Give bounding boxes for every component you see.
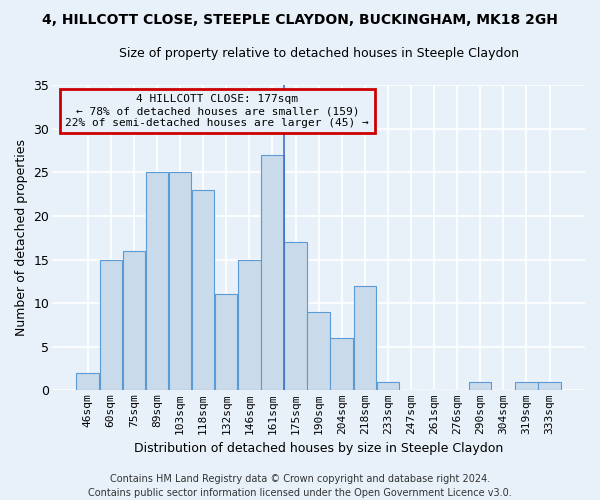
Bar bbox=[331, 338, 353, 390]
Bar bbox=[169, 172, 191, 390]
Bar bbox=[261, 155, 284, 390]
Text: Contains HM Land Registry data © Crown copyright and database right 2024.
Contai: Contains HM Land Registry data © Crown c… bbox=[88, 474, 512, 498]
Bar bbox=[353, 286, 376, 391]
Bar bbox=[122, 251, 145, 390]
Bar bbox=[238, 260, 260, 390]
Title: Size of property relative to detached houses in Steeple Claydon: Size of property relative to detached ho… bbox=[119, 48, 518, 60]
Bar bbox=[146, 172, 168, 390]
Bar bbox=[192, 190, 214, 390]
Y-axis label: Number of detached properties: Number of detached properties bbox=[15, 140, 28, 336]
Bar bbox=[215, 294, 238, 390]
Bar bbox=[76, 373, 99, 390]
Bar bbox=[307, 312, 330, 390]
Bar bbox=[284, 242, 307, 390]
X-axis label: Distribution of detached houses by size in Steeple Claydon: Distribution of detached houses by size … bbox=[134, 442, 503, 455]
Bar bbox=[100, 260, 122, 390]
Text: 4, HILLCOTT CLOSE, STEEPLE CLAYDON, BUCKINGHAM, MK18 2GH: 4, HILLCOTT CLOSE, STEEPLE CLAYDON, BUCK… bbox=[42, 12, 558, 26]
Bar bbox=[538, 382, 561, 390]
Bar bbox=[515, 382, 538, 390]
Bar bbox=[469, 382, 491, 390]
Bar bbox=[377, 382, 399, 390]
Text: 4 HILLCOTT CLOSE: 177sqm
← 78% of detached houses are smaller (159)
22% of semi-: 4 HILLCOTT CLOSE: 177sqm ← 78% of detach… bbox=[65, 94, 369, 128]
